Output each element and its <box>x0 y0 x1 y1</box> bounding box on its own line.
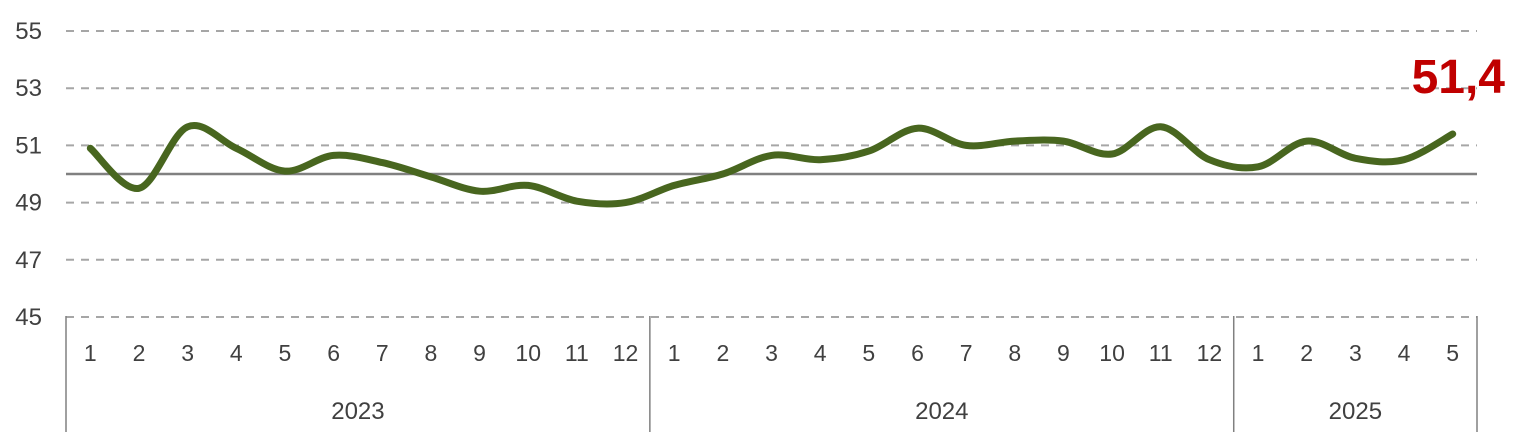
y-axis-tick-label: 53 <box>15 75 42 102</box>
month-tick-label: 12 <box>613 340 639 366</box>
month-tick-label: 1 <box>668 340 681 366</box>
month-tick-label: 9 <box>473 340 486 366</box>
y-axis-tick-label: 55 <box>15 18 42 45</box>
month-tick-label: 8 <box>425 340 438 366</box>
month-tick-label: 3 <box>181 340 194 366</box>
month-tick-label: 10 <box>515 340 541 366</box>
month-tick-label: 4 <box>1398 340 1411 366</box>
y-axis-tick-label: 51 <box>15 132 42 159</box>
year-label: 2024 <box>915 398 968 425</box>
month-tick-label: 2 <box>716 340 729 366</box>
y-axis-tick-label: 49 <box>15 190 42 217</box>
month-tick-label: 4 <box>814 340 827 366</box>
month-tick-label: 9 <box>1057 340 1070 366</box>
month-tick-label: 1 <box>1252 340 1265 366</box>
month-tick-label: 12 <box>1197 340 1223 366</box>
year-label: 2025 <box>1329 398 1382 425</box>
month-tick-label: 11 <box>1149 340 1173 366</box>
y-axis-tick-label: 47 <box>15 247 42 274</box>
month-tick-label: 1 <box>84 340 97 366</box>
month-tick-label: 3 <box>1349 340 1362 366</box>
month-tick-label: 7 <box>960 340 973 366</box>
month-tick-label: 5 <box>862 340 875 366</box>
y-axis-tick-label: 45 <box>15 304 42 331</box>
month-tick-label: 6 <box>911 340 924 366</box>
month-tick-label: 11 <box>565 340 589 366</box>
month-tick-label: 5 <box>1446 340 1459 366</box>
latest-value-label: 51,4 <box>1411 51 1505 104</box>
month-tick-label: 4 <box>230 340 243 366</box>
year-label: 2023 <box>331 398 384 425</box>
month-tick-label: 2 <box>133 340 146 366</box>
month-tick-label: 7 <box>376 340 389 366</box>
month-tick-label: 2 <box>1300 340 1313 366</box>
month-tick-label: 3 <box>765 340 778 366</box>
month-tick-label: 6 <box>327 340 340 366</box>
month-tick-label: 5 <box>279 340 292 366</box>
month-tick-label: 10 <box>1099 340 1125 366</box>
month-tick-label: 8 <box>1008 340 1021 366</box>
series-line <box>86 122 1457 208</box>
